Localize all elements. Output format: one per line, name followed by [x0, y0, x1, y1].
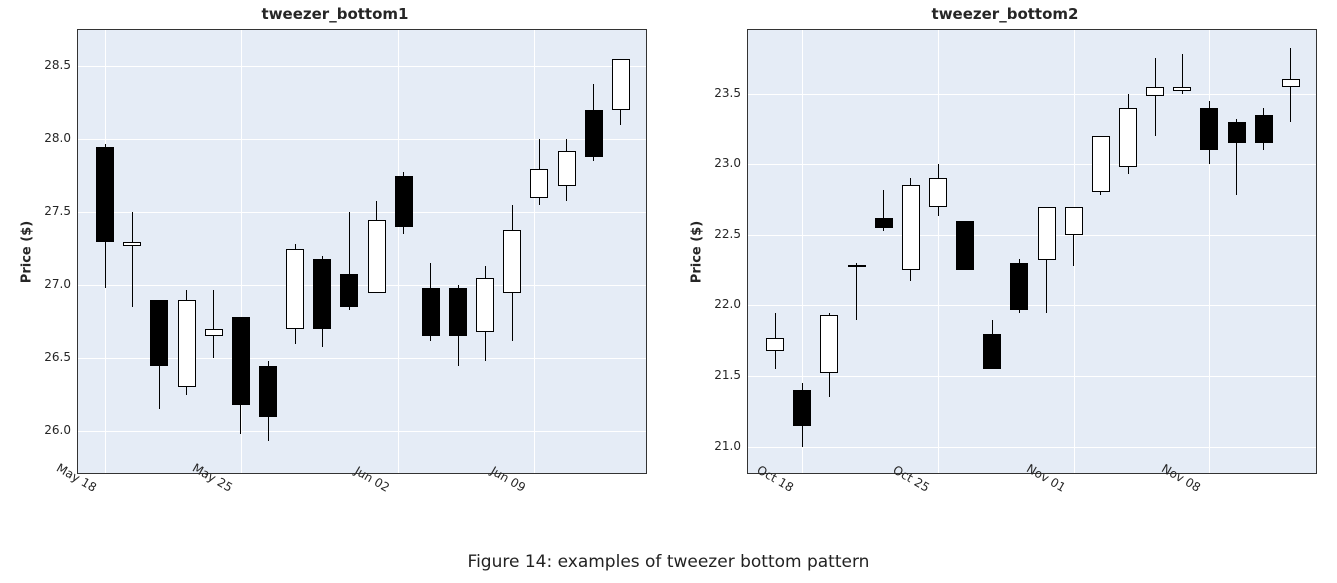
ytick-label: 21.0	[714, 439, 747, 453]
candle-body	[848, 265, 866, 268]
gridline-horizontal	[748, 235, 1316, 236]
candle-body	[1228, 122, 1246, 143]
candle-body	[232, 317, 250, 405]
gridline-horizontal	[748, 94, 1316, 95]
ytick-label: 26.5	[44, 350, 77, 364]
chart-panel-right: tweezer_bottom2 Price ($) 21.0 21.5 22.0 22.5…	[675, 5, 1335, 544]
xtick-label: Nov 08	[1196, 474, 1245, 516]
ytick-label: 28.5	[44, 58, 77, 72]
candle-body	[1255, 115, 1273, 143]
gridline-horizontal	[748, 376, 1316, 377]
xtick-label: Nov 01	[1061, 474, 1110, 516]
y-axis-label: Price ($)	[20, 220, 35, 282]
gridline-horizontal	[78, 139, 646, 140]
candle-body	[1092, 136, 1110, 193]
candle-body	[1119, 108, 1137, 167]
candle-body	[956, 221, 974, 270]
plot-area	[77, 29, 647, 474]
candle-body	[793, 390, 811, 425]
candle-body	[929, 178, 947, 206]
candle-body	[612, 59, 630, 110]
gridline-vertical	[1209, 30, 1210, 473]
ytick-label: 27.0	[44, 277, 77, 291]
candle-body	[340, 274, 358, 308]
candle-body	[1200, 108, 1218, 150]
candle-body	[286, 249, 304, 329]
candle-body	[313, 259, 331, 329]
candle-wick	[1155, 58, 1156, 136]
candle-body	[259, 366, 277, 417]
candle-body	[395, 176, 413, 227]
plot-area	[747, 29, 1317, 474]
xtick-label: Jun 02	[385, 474, 430, 514]
ytick-label: 22.0	[714, 297, 747, 311]
gridline-vertical	[534, 30, 535, 473]
ytick-label: 26.0	[44, 423, 77, 437]
gridline-horizontal	[748, 305, 1316, 306]
candle-body	[530, 169, 548, 198]
y-axis-label: Price ($)	[690, 220, 705, 282]
xtick-label: Oct 18	[789, 474, 836, 515]
chart-title: tweezer_bottom2	[675, 5, 1335, 23]
candle-body	[558, 151, 576, 186]
gridline-vertical	[938, 30, 939, 473]
ytick-label: 21.5	[714, 368, 747, 382]
candle-body	[123, 242, 141, 246]
ytick-label: 23.0	[714, 156, 747, 170]
candle-body	[820, 315, 838, 373]
candle-body	[983, 334, 1001, 369]
candle-body	[150, 300, 168, 366]
candle-body	[368, 220, 386, 293]
candle-body	[1173, 87, 1191, 91]
gridline-vertical	[398, 30, 399, 473]
gridline-horizontal	[78, 431, 646, 432]
candle-body	[1065, 207, 1083, 235]
ytick-label: 22.5	[714, 227, 747, 241]
candle-body	[422, 288, 440, 336]
gridline-horizontal	[78, 285, 646, 286]
candle-body	[1282, 79, 1300, 86]
candle-wick	[856, 263, 857, 320]
xtick-label: Oct 25	[925, 474, 972, 515]
candle-body	[1010, 263, 1028, 310]
candle-body	[449, 288, 467, 336]
figure-caption: Figure 14: examples of tweezer bottom pa…	[0, 552, 1337, 572]
candle-body	[766, 338, 784, 351]
ytick-label: 23.5	[714, 86, 747, 100]
figure: tweezer_bottom1 Price ($) 26.0 26.5 27.0 27.5…	[0, 0, 1337, 583]
candle-body	[1146, 87, 1164, 97]
chart-title: tweezer_bottom1	[5, 5, 665, 23]
candle-body	[476, 278, 494, 332]
candle-body	[178, 300, 196, 388]
xtick-label: Jun 09	[521, 474, 566, 514]
candle-wick	[213, 290, 214, 359]
candle-wick	[132, 212, 133, 307]
ytick-label: 28.0	[44, 131, 77, 145]
gridline-horizontal	[748, 447, 1316, 448]
candle-body	[503, 230, 521, 293]
candle-body	[205, 329, 223, 336]
candle-body	[96, 147, 114, 242]
ytick-label: 27.5	[44, 204, 77, 218]
candle-body	[902, 185, 920, 270]
gridline-horizontal	[748, 164, 1316, 165]
candle-body	[585, 110, 603, 157]
chart-panel-left: tweezer_bottom1 Price ($) 26.0 26.5 27.0 27.5…	[5, 5, 665, 544]
candle-body	[875, 218, 893, 228]
candle-body	[1038, 207, 1056, 261]
gridline-horizontal	[78, 66, 646, 67]
xtick-label: May 25	[228, 474, 278, 517]
gridline-horizontal	[78, 212, 646, 213]
xtick-label: May 18	[92, 474, 142, 517]
